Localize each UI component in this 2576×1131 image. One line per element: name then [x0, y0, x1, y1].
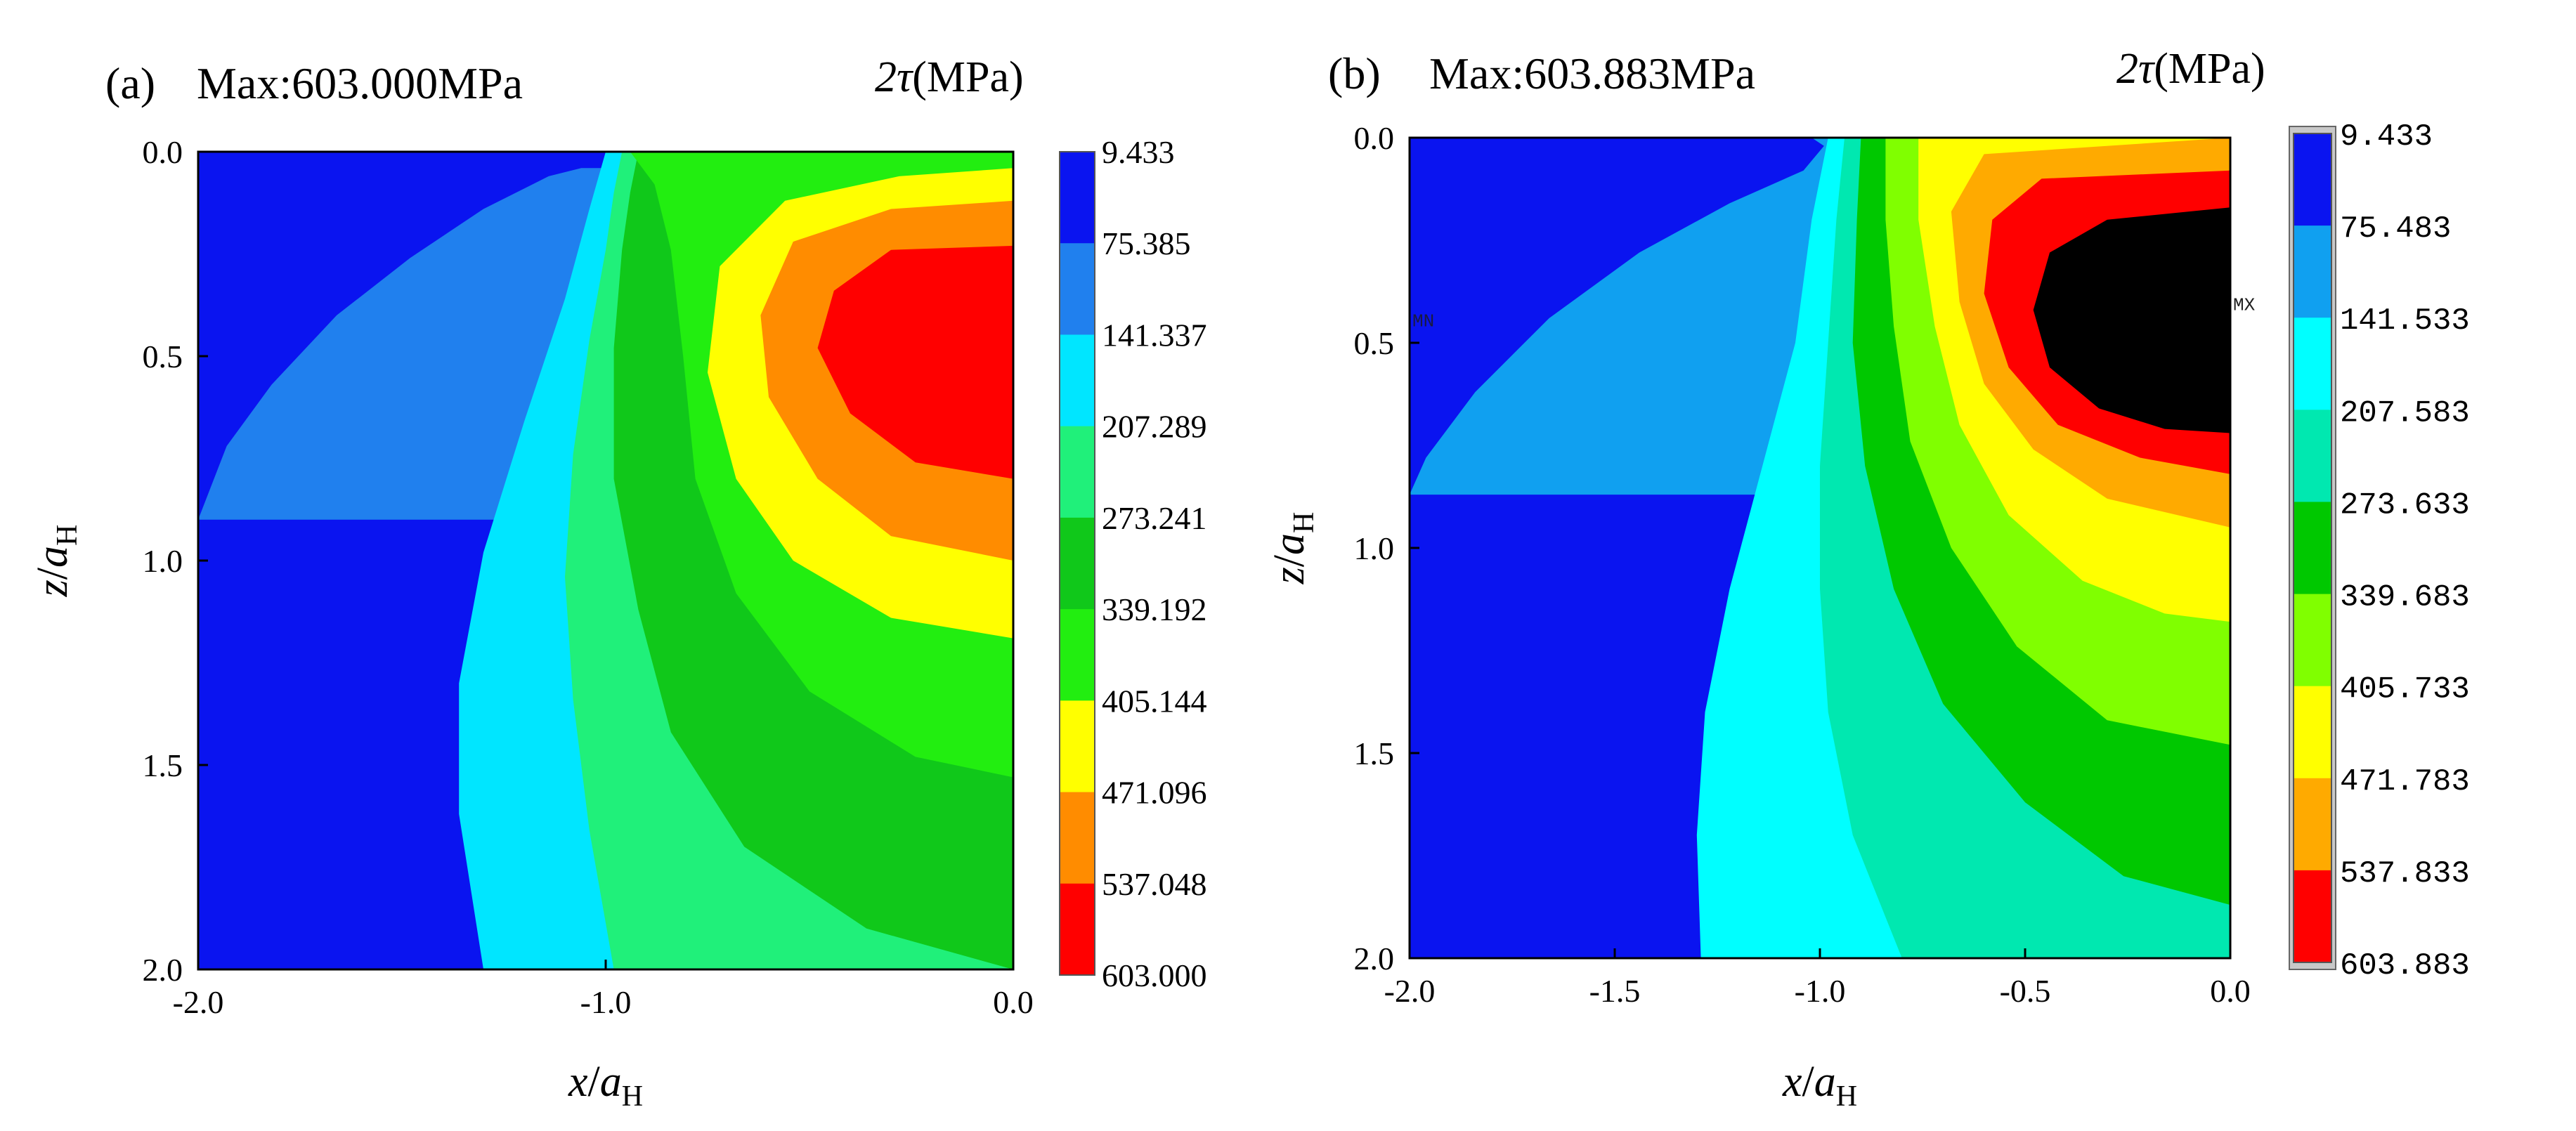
colorbar-label: 471.096	[1102, 775, 1207, 811]
y-tick-label: 1.5	[143, 747, 183, 783]
colorbar-swatch	[1060, 152, 1095, 244]
y-tick-label: 0.5	[1354, 325, 1395, 361]
y-tick-label: 0.0	[143, 134, 183, 170]
colorbar-title: 2τ(MPa)	[2116, 45, 2265, 93]
colorbar-swatch	[1060, 792, 1095, 884]
colorbar-swatch	[2294, 502, 2331, 595]
colorbar-swatch	[1060, 700, 1095, 793]
colorbar-label: 9.433	[1102, 134, 1175, 170]
x-tick-label: -2.0	[173, 984, 224, 1020]
colorbar-swatch	[2294, 133, 2331, 226]
colorbar-title: 2τ(MPa)	[875, 53, 1024, 101]
colorbar-label: 603.000	[1102, 957, 1207, 993]
y-tick-label: 2.0	[143, 952, 183, 988]
colorbar-swatch	[2294, 410, 2331, 502]
panel-title: Max:603.883MPa	[1429, 48, 1755, 98]
x-tick-label: 0.0	[993, 984, 1034, 1020]
x-tick-label: -1.0	[580, 984, 632, 1020]
colorbar-label: 273.633	[2340, 488, 2470, 523]
colorbar-label: 141.533	[2340, 303, 2470, 339]
x-tick-label: -1.5	[1589, 973, 1641, 1009]
contour-band-8	[817, 245, 1013, 479]
colorbar-label: 471.783	[2340, 764, 2470, 799]
colorbar-label: 75.483	[2340, 211, 2451, 247]
colorbar-label: 339.192	[1102, 591, 1207, 627]
min-marker: MN	[1412, 311, 1434, 332]
y-tick-label: 0.5	[143, 339, 183, 374]
colorbar-swatch	[2294, 870, 2331, 963]
x-tick-label: -2.0	[1384, 973, 1436, 1009]
y-tick-label: 1.0	[1354, 530, 1395, 566]
colorbar-swatch	[2294, 225, 2331, 318]
colorbar-label: 75.385	[1102, 225, 1191, 261]
y-tick-label: 0.0	[1354, 120, 1395, 156]
colorbar-label: 603.883	[2340, 948, 2470, 983]
colorbar-swatch	[1060, 517, 1095, 610]
colorbar-swatch	[2294, 778, 2331, 871]
panel-a: -2.0 -1.0 0.0 0.0 0.5 1.0 1.5 2.0 (a) Max:603.000…	[29, 53, 1207, 1113]
x-axis-label: x/aH	[1782, 1058, 1857, 1113]
colorbar-swatch	[1060, 883, 1095, 976]
contour-band-9	[2033, 207, 2230, 433]
colorbar-label: 405.144	[1102, 683, 1207, 719]
x-tick-label: -0.5	[2000, 973, 2051, 1009]
colorbar-swatch	[2294, 594, 2331, 687]
colorbar-swatch	[1060, 426, 1095, 518]
panel-title: Max:603.000MPa	[197, 58, 523, 108]
colorbar-swatch	[1060, 334, 1095, 427]
max-marker: MX	[2233, 294, 2256, 315]
contour-field	[198, 152, 1013, 969]
y-axis-label: z/aH	[1266, 512, 1320, 585]
panel-b: -2.0 -1.5 -1.0 -0.5 0.0 0.0 0.5 1.0 1.5 2.0 MN MX (b…	[1266, 45, 2470, 1113]
colorbar-outline	[2293, 133, 2332, 963]
colorbar-label: 207.583	[2340, 395, 2470, 431]
colorbar-label: 9.433	[2340, 119, 2433, 155]
y-axis-label: z/aH	[29, 525, 84, 598]
colorbar-label: 141.337	[1102, 317, 1207, 353]
colorbar-label: 273.241	[1102, 500, 1207, 536]
x-axis-label: x/aH	[568, 1058, 643, 1113]
colorbar-swatch	[2294, 686, 2331, 779]
y-tick-label: 1.5	[1354, 736, 1395, 771]
panel-label: (a)	[105, 58, 155, 108]
colorbar-swatch	[2294, 318, 2331, 410]
y-tick-label: 2.0	[1354, 941, 1395, 976]
x-tick-label: 0.0	[2210, 973, 2251, 1009]
x-tick-label: -1.0	[1795, 973, 1846, 1009]
colorbar-swatch	[1060, 609, 1095, 701]
colorbar-swatch	[1060, 243, 1095, 335]
colorbar-outline	[1059, 151, 1095, 976]
y-tick-label: 1.0	[143, 543, 183, 579]
colorbar-label: 339.683	[2340, 580, 2470, 615]
contour-field	[1410, 138, 2230, 958]
colorbar-label: 207.289	[1102, 409, 1207, 445]
colorbar-label: 405.733	[2340, 672, 2470, 707]
colorbar-label: 537.833	[2340, 856, 2470, 891]
panel-label: (b)	[1328, 48, 1381, 98]
colorbar-label: 537.048	[1102, 866, 1207, 902]
